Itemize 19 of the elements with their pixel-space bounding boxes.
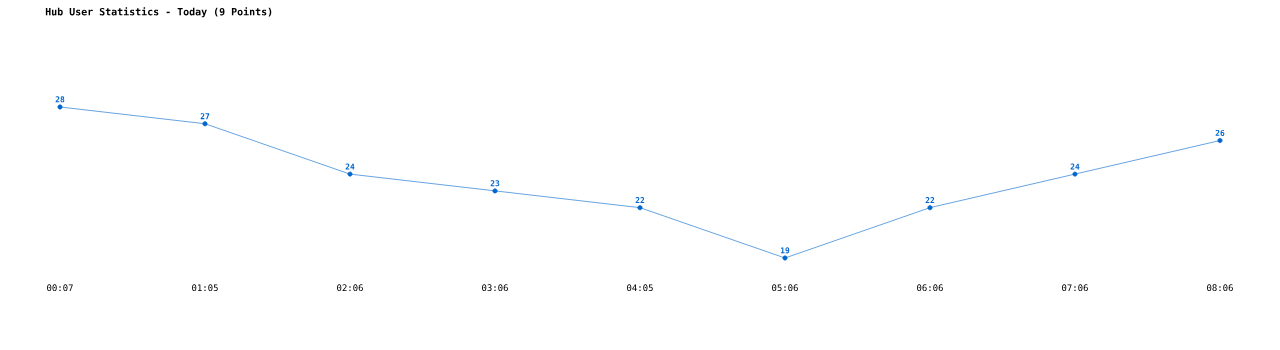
point: [927, 205, 933, 211]
point: [782, 255, 788, 261]
point: [347, 171, 353, 177]
chart-title: Hub User Statistics - Today (9 Points): [45, 7, 272, 18]
x-tick-label: 03:06: [482, 284, 508, 292]
point: [57, 104, 63, 110]
x-tick-label: 06:06: [917, 284, 943, 292]
x-tick-label: 05:06: [772, 284, 798, 292]
point: [202, 121, 208, 127]
point: [1217, 138, 1223, 144]
x-tick-label: 04:05: [627, 284, 653, 292]
point: [1072, 171, 1078, 177]
x-tick-label: 02:06: [337, 284, 363, 292]
point: [637, 205, 643, 211]
x-tick-label: 07:06: [1062, 284, 1088, 292]
x-tick-label: 01:05: [192, 284, 218, 292]
point: [492, 188, 498, 194]
x-tick-label: 00:07: [47, 284, 73, 292]
x-tick-label: 08:06: [1207, 284, 1233, 292]
